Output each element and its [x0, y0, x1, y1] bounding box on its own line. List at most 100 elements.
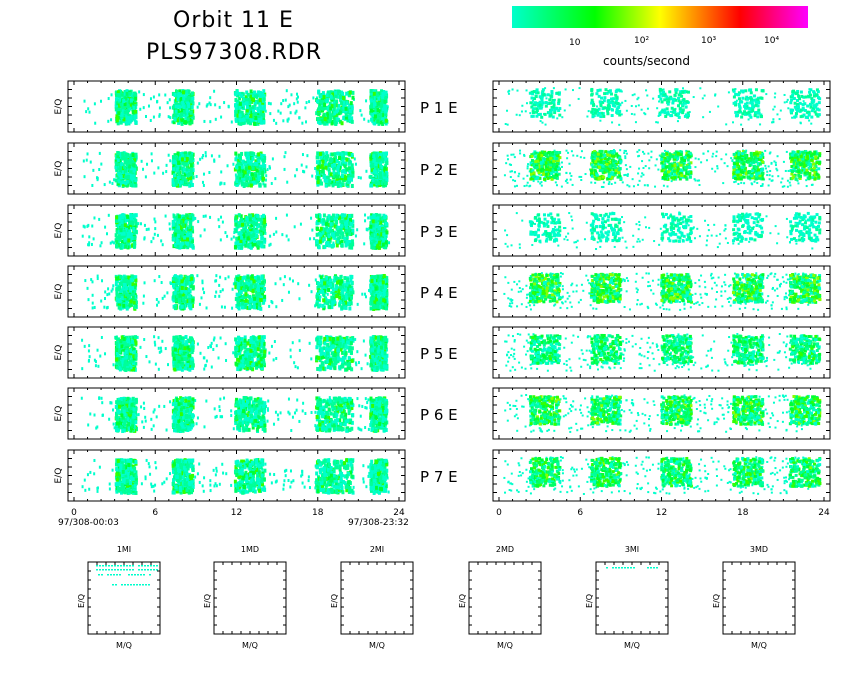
data-cell [317, 218, 321, 223]
data-cell [344, 156, 347, 160]
data-cell [86, 152, 89, 156]
data-cell [173, 153, 177, 158]
data-cell [370, 91, 374, 96]
data-cell [369, 98, 373, 103]
data-cell [235, 90, 239, 95]
data-cell [349, 177, 353, 182]
data-cell [337, 111, 341, 116]
data-cell [301, 121, 304, 125]
data-cell [160, 281, 163, 285]
data-cell [156, 233, 159, 237]
data-cell [330, 104, 334, 109]
data-cell [239, 173, 243, 178]
data-cell [259, 114, 263, 119]
data-cell [314, 278, 317, 282]
data-cell [340, 152, 344, 157]
data-cell [370, 101, 374, 106]
data-cell [256, 106, 260, 111]
data-cell [165, 170, 168, 174]
data-cell [350, 110, 354, 115]
data-cell [247, 111, 251, 116]
data-cell [337, 236, 341, 241]
data-cell [344, 225, 348, 230]
data-cell [98, 168, 101, 172]
data-cell [196, 161, 199, 165]
data-cell [371, 112, 375, 117]
data-cell [180, 112, 184, 117]
data-cell [346, 181, 350, 186]
data-cell [116, 181, 120, 186]
data-cell [328, 115, 332, 120]
data-cell [124, 175, 128, 180]
data-cell [271, 301, 274, 305]
data-cell [373, 101, 377, 106]
data-cell [123, 113, 127, 118]
data-cell [128, 155, 132, 160]
data-cell [118, 162, 122, 167]
data-cell [219, 238, 222, 242]
data-cell [264, 109, 267, 113]
data-cell [344, 221, 348, 226]
data-cell [327, 287, 331, 292]
data-cell [132, 244, 136, 249]
data-cell [166, 101, 169, 105]
data-cell [255, 168, 259, 173]
data-cell [325, 93, 329, 98]
data-cell [339, 183, 343, 188]
data-cell [388, 241, 391, 245]
data-cell [234, 151, 238, 156]
data-cell [370, 233, 374, 238]
data-cell [341, 109, 345, 114]
data-cell [191, 298, 195, 303]
data-cell [318, 303, 322, 308]
data-cell [253, 167, 257, 172]
data-cell [372, 91, 376, 96]
data-cell [189, 171, 193, 176]
data-cell [350, 183, 354, 188]
data-cell [343, 164, 347, 169]
data-cell [204, 154, 207, 158]
data-cell [122, 303, 126, 308]
colorbar-tick-4: 10⁴ [764, 36, 780, 46]
data-cell [333, 103, 337, 108]
data-cell [244, 95, 248, 100]
data-cell [377, 96, 381, 101]
data-cell [249, 284, 253, 289]
data-cell [235, 179, 239, 184]
data-cell [256, 213, 260, 218]
data-cell [326, 107, 330, 112]
data-cell [118, 93, 122, 98]
data-cell [258, 117, 262, 122]
data-cell [128, 302, 132, 307]
data-cell [257, 159, 261, 164]
data-cell [98, 217, 101, 221]
data-cell [315, 160, 319, 165]
data-cell [381, 91, 385, 96]
data-cell [122, 99, 126, 104]
data-cell [241, 305, 245, 310]
data-cell [117, 305, 121, 310]
data-cell [338, 153, 342, 158]
data-cell [114, 178, 118, 183]
data-cell [131, 153, 135, 158]
data-cell [178, 89, 182, 94]
data-cell [342, 151, 346, 156]
data-cell [183, 235, 187, 240]
data-cell [259, 297, 263, 302]
data-cell [243, 160, 247, 165]
data-cell [196, 274, 199, 278]
data-cell [241, 173, 245, 178]
data-cell [320, 119, 324, 124]
data-cell [311, 174, 314, 178]
data-cell [172, 104, 176, 109]
data-cell [252, 90, 256, 95]
data-cell [334, 155, 338, 160]
data-cell [339, 274, 343, 279]
data-cell [124, 292, 128, 297]
data-cell [313, 237, 316, 241]
data-cell [333, 181, 337, 186]
data-cell [126, 112, 130, 117]
data-cell [115, 96, 119, 101]
data-cell [178, 156, 182, 161]
data-cell [284, 98, 287, 102]
